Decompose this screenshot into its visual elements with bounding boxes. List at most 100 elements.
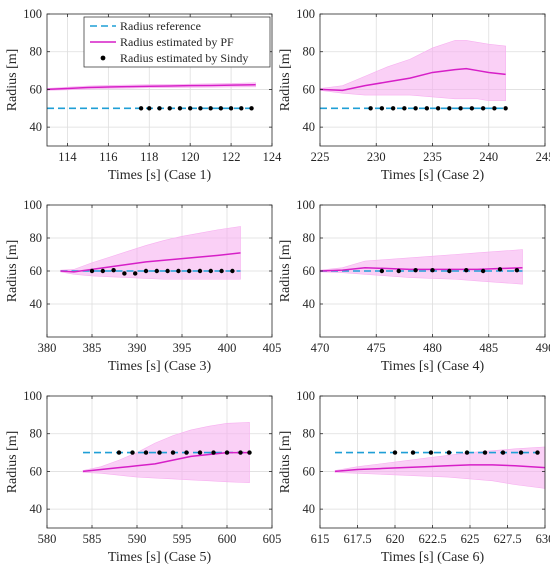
x-axis-label: Times [s] (Case 6): [381, 550, 485, 565]
sindy-point: [187, 106, 193, 111]
sindy-point: [390, 106, 396, 111]
sindy-point: [368, 106, 373, 111]
sindy-point: [116, 450, 122, 455]
sindy-point: [410, 450, 416, 455]
y-tick-label: 40: [30, 120, 43, 134]
x-tick-label: 605: [263, 532, 282, 546]
y-axis-label: Radius [m]: [5, 49, 20, 112]
sindy-point: [435, 106, 441, 111]
x-tick-label: 390: [128, 341, 147, 355]
sindy-point: [133, 271, 138, 276]
y-tick-label: 80: [30, 231, 43, 245]
x-tick-label: 630: [536, 532, 550, 546]
legend-label: Radius estimated by PF: [120, 35, 234, 49]
x-tick-label: 475: [367, 341, 386, 355]
legend-label: Radius reference: [120, 19, 201, 33]
sindy-point: [89, 268, 95, 274]
sindy-point: [430, 267, 435, 273]
chart-panel-5: 580 585 590 595 600 605 40 60 80 100 Times [s] (Ca…: [5, 389, 281, 565]
sindy-point: [402, 106, 407, 111]
x-tick-label: 585: [83, 532, 102, 546]
sindy-point: [464, 267, 469, 273]
x-tick-label: 617.5: [343, 532, 371, 546]
sindy-point: [165, 268, 170, 274]
sindy-point: [379, 106, 385, 111]
y-axis-label: Radius [m]: [278, 240, 293, 303]
legend: Radius reference Radius estimated by PF Ra…: [83, 16, 271, 68]
sindy-point: [228, 106, 234, 111]
y-tick-label: 40: [30, 297, 43, 311]
y-tick-label: 100: [23, 198, 42, 212]
chart-panel-6: 615 617.5 620 622.5 625 627.5 630 40 60 80 100 Time…: [278, 389, 550, 565]
pf-estimate-line: [46, 83, 256, 91]
sindy-point: [249, 106, 254, 111]
sindy-point: [167, 106, 172, 111]
y-tick-label: 40: [303, 297, 316, 311]
y-tick-label: 80: [303, 45, 316, 59]
chart-panel-3: 380 385 390 395 400 405 40 60 80 100 Times [s] (Ca…: [5, 198, 281, 374]
y-tick-label: 80: [303, 231, 316, 245]
x-tick-label: 230: [367, 150, 386, 164]
sindy-point: [396, 268, 401, 274]
x-tick-label: 620: [386, 532, 405, 546]
sindy-point: [503, 106, 508, 111]
sindy-point: [219, 268, 224, 274]
x-tick-label: 114: [58, 150, 77, 164]
x-tick-label: 625: [461, 532, 480, 546]
x-tick-label: 580: [38, 532, 57, 546]
axes-frame: [46, 395, 273, 529]
x-tick-label: 380: [38, 341, 57, 355]
sindy-point: [130, 450, 135, 455]
sindy-point: [184, 450, 189, 455]
y-tick-label: 60: [30, 464, 43, 478]
sindy-point: [247, 450, 252, 455]
pf-confidence-band: [319, 249, 523, 285]
legend-label: Radius estimated by Sindy: [120, 51, 248, 65]
x-axis-label: Times [s] (Case 3): [108, 359, 212, 374]
x-tick-label: 622.5: [418, 532, 446, 546]
x-tick-label: 120: [181, 150, 200, 164]
y-tick-label: 40: [30, 502, 43, 516]
sindy-point: [480, 268, 486, 274]
x-tick-label: 480: [423, 341, 442, 355]
sindy-point: [428, 450, 434, 455]
sindy-point: [480, 106, 486, 111]
sindy-point: [239, 106, 244, 111]
sindy-point: [197, 268, 203, 274]
sindy-point: [492, 106, 497, 111]
pf-estimate-line: [319, 67, 506, 92]
y-axis-label: Radius [m]: [5, 431, 20, 494]
y-tick-label: 80: [30, 45, 43, 59]
x-tick-label: 485: [479, 341, 498, 355]
sindy-point: [482, 450, 488, 455]
y-tick-label: 100: [296, 198, 315, 212]
sindy-point: [157, 450, 162, 455]
sindy-point: [211, 450, 216, 455]
sindy-point: [535, 450, 540, 455]
y-tick-label: 40: [303, 502, 316, 516]
sindy-point: [147, 106, 152, 111]
x-axis-label: Times [s] (Case 5): [108, 550, 212, 565]
sindy-point: [424, 106, 430, 111]
x-tick-label: 590: [128, 532, 147, 546]
sindy-point: [111, 267, 116, 273]
sindy-point: [100, 268, 106, 274]
y-tick-label: 100: [23, 389, 42, 403]
sindy-point: [170, 450, 176, 455]
y-axis-label: Radius [m]: [278, 431, 293, 494]
y-tick-label: 80: [30, 427, 43, 441]
sindy-point: [138, 106, 144, 111]
chart-panel-4: 470 475 480 485 490 40 60 80 100 Times [s] (Case …: [278, 198, 550, 374]
x-tick-label: 240: [479, 150, 498, 164]
x-tick-label: 124: [263, 150, 283, 164]
y-tick-label: 60: [30, 82, 43, 96]
y-tick-label: 100: [23, 7, 42, 21]
pf-estimate-line: [60, 252, 241, 273]
sindy-point: [458, 106, 463, 111]
sindy-point: [446, 450, 452, 455]
y-tick-label: 100: [296, 389, 315, 403]
x-tick-label: 490: [536, 341, 550, 355]
x-tick-label: 627.5: [493, 532, 521, 546]
x-axis-label: Times [s] (Case 1): [108, 168, 212, 183]
